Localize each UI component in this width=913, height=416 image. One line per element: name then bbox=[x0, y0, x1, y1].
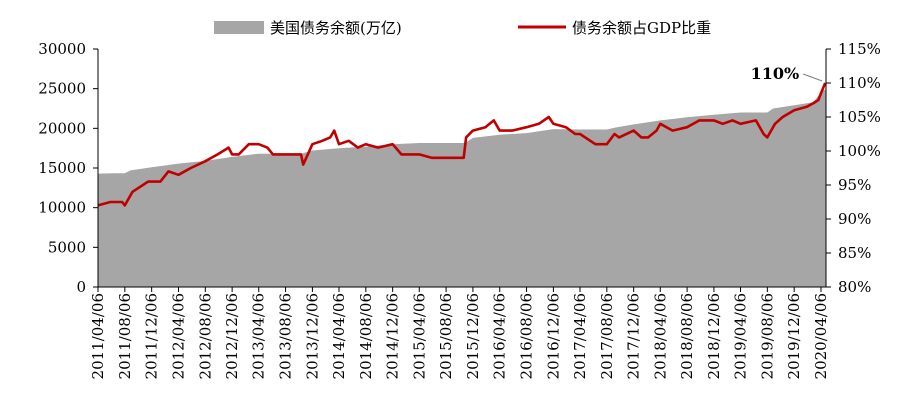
x-tick-label: 2011/12/06 bbox=[143, 293, 161, 379]
left-tick-label: 30000 bbox=[38, 40, 86, 58]
x-tick-label: 2013/04/06 bbox=[250, 293, 268, 379]
x-tick-label: 2015/08/06 bbox=[437, 293, 455, 379]
x-tick-label: 2011/04/06 bbox=[89, 293, 107, 379]
right-tick-label: 80% bbox=[838, 278, 871, 296]
legend-label-debt-gdp-ratio: 债务余额占GDP比重 bbox=[572, 19, 711, 37]
right-tick-label: 105% bbox=[838, 108, 881, 126]
x-tick-label: 2013/12/06 bbox=[303, 293, 321, 379]
left-tick-label: 10000 bbox=[38, 199, 86, 217]
right-tick-label: 110% bbox=[838, 74, 881, 92]
x-tick-label: 2016/04/06 bbox=[491, 293, 509, 379]
right-tick-label: 85% bbox=[838, 244, 871, 262]
x-tick-label: 2018/04/06 bbox=[651, 293, 669, 379]
x-tick-label: 2016/08/06 bbox=[518, 293, 536, 379]
annotation-leader-line bbox=[803, 73, 823, 82]
x-tick-label: 2013/08/06 bbox=[277, 293, 295, 379]
right-tick-label: 115% bbox=[838, 40, 881, 58]
x-tick-label: 2011/08/06 bbox=[116, 293, 134, 379]
right-tick-label: 90% bbox=[838, 210, 871, 228]
series-debt-balance-area bbox=[98, 88, 826, 287]
x-tick-label: 2015/04/06 bbox=[410, 293, 428, 379]
x-tick-label: 2017/08/06 bbox=[598, 293, 616, 379]
right-tick-label: 100% bbox=[838, 142, 881, 160]
x-tick-label: 2018/08/06 bbox=[678, 293, 696, 379]
right-tick-label: 95% bbox=[838, 176, 871, 194]
legend-label-debt-balance: 美国债务余额(万亿) bbox=[270, 19, 402, 37]
x-tick-label: 2012/12/06 bbox=[223, 293, 241, 379]
x-tick-label: 2016/12/06 bbox=[544, 293, 562, 379]
x-tick-label: 2014/04/06 bbox=[330, 293, 348, 379]
x-tick-label: 2012/04/06 bbox=[170, 293, 188, 379]
left-tick-label: 15000 bbox=[38, 159, 86, 177]
x-tick-label: 2019/04/06 bbox=[732, 293, 750, 379]
x-tick-label: 2017/04/06 bbox=[571, 293, 589, 379]
x-tick-label: 2012/08/06 bbox=[196, 293, 214, 379]
legend: 美国债务余额(万亿) 债务余额占GDP比重 bbox=[214, 19, 711, 37]
series-debt-gdp-ratio-line bbox=[97, 82, 827, 207]
x-tick-label: 2014/08/06 bbox=[357, 293, 375, 379]
x-tick-label: 2019/12/06 bbox=[785, 293, 803, 379]
x-tick-label: 2020/04/06 bbox=[812, 293, 830, 379]
x-tick-label: 2015/12/06 bbox=[464, 293, 482, 379]
x-tick-label: 2017/12/06 bbox=[625, 293, 643, 379]
x-tick-label: 2014/12/06 bbox=[384, 293, 402, 379]
left-tick-label: 5000 bbox=[48, 238, 86, 256]
left-tick-label: 0 bbox=[76, 278, 86, 296]
x-tick-label: 2019/08/06 bbox=[758, 293, 776, 379]
x-tick-label: 2018/12/06 bbox=[705, 293, 723, 379]
annotation-110-label: 110% bbox=[751, 64, 800, 83]
left-tick-label: 20000 bbox=[38, 119, 86, 137]
legend-swatch-debt-balance bbox=[214, 21, 264, 34]
left-tick-label: 25000 bbox=[38, 80, 86, 98]
plot-area: 30000 25000 20000 15000 10000 5000 0 115% 110% 10… bbox=[38, 40, 881, 379]
